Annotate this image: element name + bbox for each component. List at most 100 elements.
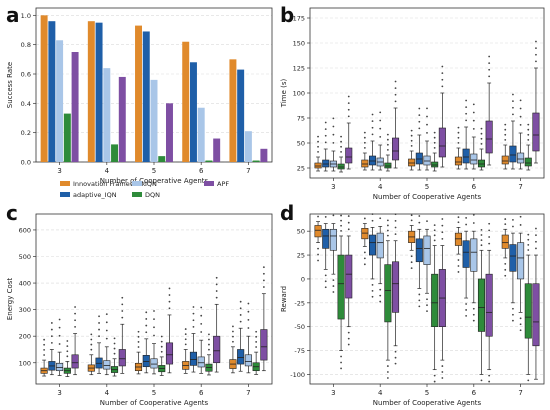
outlier	[347, 221, 350, 224]
outlier	[472, 213, 475, 216]
outlier	[441, 371, 444, 373]
outlier	[340, 145, 342, 148]
outlier	[394, 80, 397, 83]
box	[361, 159, 369, 168]
y-tick-label: 0.0	[21, 159, 31, 167]
box	[345, 254, 353, 299]
outlier	[208, 333, 210, 336]
x-axis-label: Number of Cooperative Agents	[100, 177, 209, 185]
outlier	[347, 215, 350, 217]
outlier	[113, 352, 116, 355]
outlier	[504, 223, 507, 226]
outlier	[184, 343, 187, 346]
outlier	[433, 136, 436, 139]
legend-swatch	[132, 181, 142, 186]
outlier	[465, 106, 468, 109]
bar	[95, 22, 103, 162]
box	[392, 137, 400, 161]
outlier	[50, 341, 53, 344]
box	[509, 145, 517, 163]
legend: Innovation Framework IQN APF adaptive_IQN DQ…	[60, 180, 229, 199]
outlier	[113, 347, 116, 350]
outlier	[145, 311, 148, 314]
panel-letter-b: b	[280, 3, 294, 27]
outlier	[239, 307, 242, 310]
outlier	[519, 115, 522, 118]
outlier	[535, 53, 537, 56]
outlier	[488, 380, 491, 383]
outlier	[519, 317, 522, 320]
outlier	[379, 127, 382, 130]
bar	[197, 107, 205, 162]
box	[314, 225, 322, 238]
legend-label: IQN	[145, 180, 157, 188]
y-tick-label: 100	[19, 359, 31, 367]
outlier	[363, 141, 366, 144]
outlier	[105, 329, 108, 332]
box	[71, 354, 79, 369]
outlier	[232, 335, 234, 338]
bar	[165, 103, 173, 162]
outlier	[394, 219, 397, 222]
outlier	[535, 47, 537, 50]
outlier	[379, 294, 382, 297]
outlier	[324, 274, 327, 277]
outlier	[418, 120, 421, 123]
outlier	[512, 93, 514, 96]
outlier	[371, 213, 374, 216]
outlier	[255, 341, 258, 343]
outlier	[324, 280, 327, 283]
outlier	[317, 253, 319, 256]
box	[384, 264, 392, 323]
outlier	[394, 87, 397, 90]
outlier	[379, 111, 382, 114]
outlier	[418, 305, 421, 308]
outlier	[410, 267, 413, 270]
outlier	[441, 65, 444, 68]
outlier	[66, 350, 69, 353]
outlier	[50, 322, 53, 324]
outlier	[153, 334, 155, 337]
outlier	[472, 103, 475, 106]
outlier	[480, 379, 483, 382]
outlier	[379, 119, 382, 122]
outlier	[332, 117, 335, 120]
y-tick-label: 300	[19, 306, 31, 314]
legend-swatch	[204, 181, 214, 186]
bar	[71, 52, 79, 162]
box	[314, 162, 322, 169]
outlier	[465, 303, 468, 305]
outlier	[527, 243, 530, 246]
box	[501, 234, 509, 249]
outlier	[340, 361, 342, 364]
box	[415, 238, 423, 263]
bar	[118, 76, 126, 162]
x-tick-label: 6	[199, 389, 204, 397]
y-tick-label: 0	[301, 275, 305, 283]
x-tick-label: 4	[378, 389, 383, 397]
outlier	[488, 68, 491, 71]
outlier	[480, 132, 483, 135]
outlier	[317, 215, 319, 218]
box	[260, 329, 268, 361]
outlier	[519, 323, 522, 326]
box	[423, 155, 431, 166]
x-tick-label: 4	[105, 167, 110, 175]
outlier	[247, 327, 250, 329]
outlier	[410, 129, 413, 132]
outlier	[433, 224, 436, 227]
outlier	[324, 121, 327, 124]
y-tick-label: 500	[19, 253, 31, 261]
outlier	[394, 233, 397, 236]
outlier	[340, 367, 342, 370]
outlier	[512, 106, 514, 109]
outlier	[168, 300, 171, 303]
outlier	[137, 341, 140, 343]
outlier	[504, 139, 507, 141]
y-axis-label: Energy Cost	[6, 278, 14, 321]
box	[322, 159, 330, 168]
bar	[56, 40, 64, 163]
outlier	[239, 314, 242, 316]
outlier	[371, 120, 374, 123]
outlier	[535, 240, 537, 243]
